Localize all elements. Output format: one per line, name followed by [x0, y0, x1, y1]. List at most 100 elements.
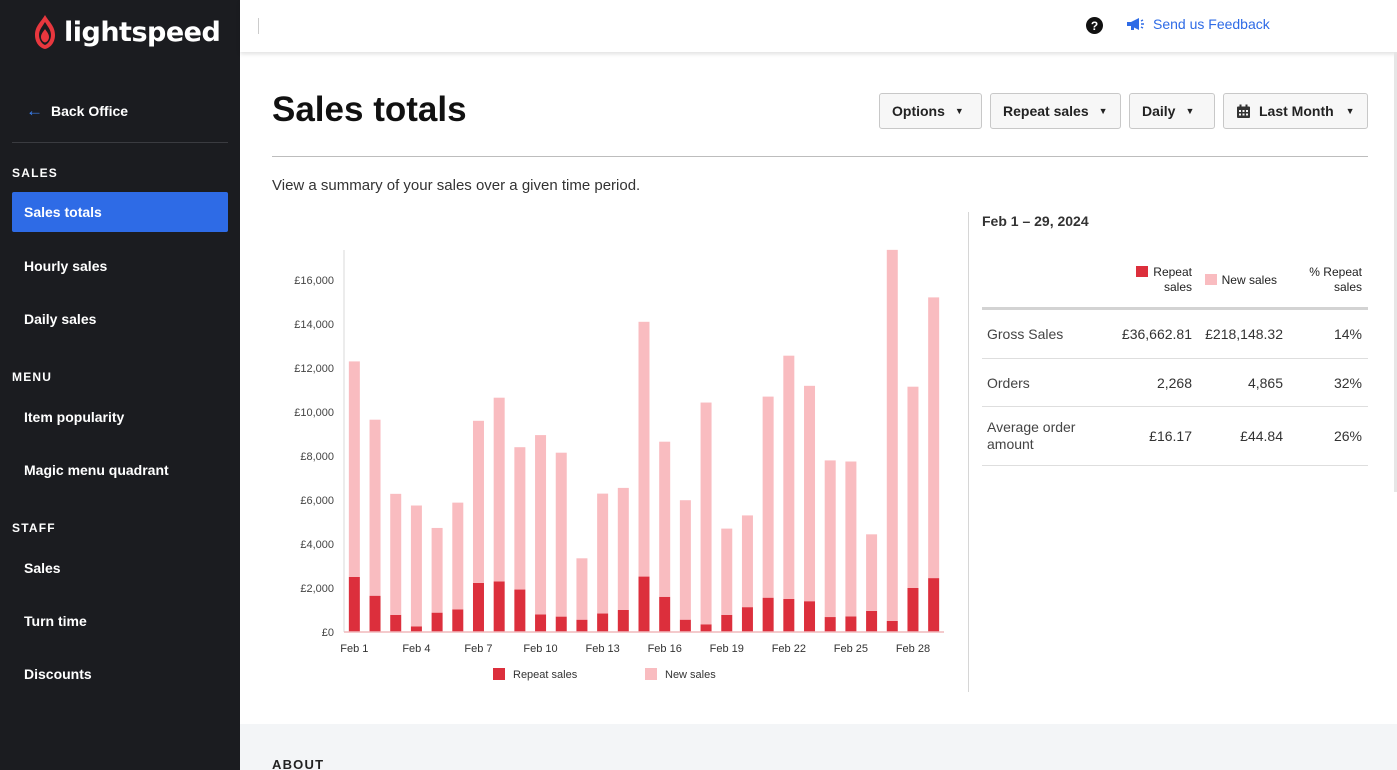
- caret-down-icon: ▼: [1185, 106, 1195, 116]
- new-swatch: [1204, 274, 1217, 285]
- topbar-separator: [258, 18, 259, 34]
- section-sales: SALES: [12, 166, 59, 180]
- sidebar: lightspeed ← Back Office SALES Sales tot…: [0, 0, 240, 770]
- bar-new-sales: [659, 441, 671, 597]
- period-dropdown[interactable]: Last Month ▼: [1223, 93, 1368, 129]
- bar-new-sales: [762, 396, 774, 598]
- sidebar-item-daily-sales[interactable]: Daily sales: [24, 311, 97, 327]
- row-pct-value: 26%: [1333, 428, 1362, 444]
- caret-down-icon: ▼: [954, 106, 964, 116]
- x-tick-label: Feb 16: [648, 643, 682, 655]
- bar-repeat-sales: [679, 619, 691, 632]
- y-tick-label: £4,000: [300, 539, 334, 551]
- bar-new-sales: [410, 505, 422, 627]
- options-label: Options: [892, 103, 945, 119]
- bar-repeat-sales: [886, 621, 898, 632]
- sidebar-item-discounts[interactable]: Discounts: [24, 666, 92, 682]
- bar-repeat-sales: [638, 576, 650, 632]
- sales-chart: £0 £2,000 £4,000 £6,000 £8,000 £10,000 £12,000…: [294, 249, 944, 681]
- bar-repeat-sales: [472, 582, 484, 632]
- header-repeat-line1: Repeat: [1153, 265, 1192, 279]
- sidebar-item-hourly-sales[interactable]: Hourly sales: [24, 258, 108, 274]
- interval-label: Daily: [1142, 103, 1176, 119]
- table-row: Average order amount £16.17 £44.84 26%: [982, 407, 1368, 466]
- sidebar-item-sales-totals[interactable]: Sales totals: [12, 192, 228, 232]
- mode-dropdown[interactable]: Repeat sales ▼: [990, 93, 1121, 129]
- brand-name: lightspeed: [64, 16, 221, 48]
- bar-new-sales: [472, 420, 484, 583]
- bar-new-sales: [576, 558, 588, 620]
- page-subtitle: View a summary of your sales over a give…: [272, 177, 641, 194]
- bar-repeat-sales: [535, 614, 547, 632]
- bar-new-sales: [804, 385, 816, 602]
- sidebar-item-item-popularity[interactable]: Item popularity: [24, 409, 125, 425]
- section-menu: MENU: [12, 370, 53, 384]
- header-pct-line1: % Repeat: [1309, 265, 1362, 279]
- about-section: ABOUT: [240, 724, 1397, 770]
- table-row: Gross Sales £36,662.81 £218,148.32 14%: [982, 310, 1368, 359]
- bar-new-sales: [928, 297, 940, 579]
- x-tick-label: Feb 28: [896, 643, 930, 655]
- bar-repeat-sales: [741, 607, 753, 632]
- sidebar-item-turn-time[interactable]: Turn time: [24, 613, 87, 629]
- y-tick-label: £16,000: [294, 275, 334, 287]
- bar-repeat-sales: [845, 616, 857, 632]
- row-label: Orders: [987, 375, 1030, 391]
- send-feedback-label: Send us Feedback: [1153, 16, 1270, 32]
- x-tick-label: Feb 1: [340, 643, 368, 655]
- table-row: Orders 2,268 4,865 32%: [982, 359, 1368, 407]
- repeat-swatch: [1136, 266, 1149, 277]
- bar-new-sales: [535, 435, 547, 615]
- bar-new-sales: [597, 493, 609, 614]
- bar-repeat-sales: [804, 601, 816, 632]
- page-title: Sales totals: [272, 90, 467, 129]
- bar-repeat-sales: [824, 617, 836, 632]
- help-icon[interactable]: ?: [1086, 17, 1103, 34]
- header-pct-repeat: % Repeat sales: [1309, 265, 1362, 295]
- bar-new-sales: [431, 527, 443, 613]
- bar-new-sales: [452, 502, 464, 610]
- chart-table-divider: [968, 212, 969, 692]
- header-divider: [272, 156, 1368, 157]
- send-feedback-link[interactable]: Send us Feedback: [1126, 16, 1270, 32]
- period-label: Last Month: [1259, 103, 1334, 119]
- scrollbar[interactable]: [1394, 52, 1397, 492]
- brand-logo[interactable]: lightspeed: [32, 10, 221, 54]
- y-tick-label: £0: [322, 627, 334, 639]
- x-tick-label: Feb 4: [402, 643, 430, 655]
- bar-repeat-sales: [700, 624, 712, 632]
- y-tick-label: £14,000: [294, 319, 334, 331]
- bar-repeat-sales: [617, 610, 629, 632]
- bar-new-sales: [390, 493, 402, 615]
- bar-new-sales: [638, 321, 650, 577]
- bar-new-sales: [514, 447, 526, 590]
- caret-down-icon: ▼: [1345, 106, 1355, 116]
- legend-label-new: New sales: [665, 669, 716, 681]
- options-dropdown[interactable]: Options ▼: [879, 93, 982, 129]
- date-range-label: Feb 1 – 29, 2024: [982, 213, 1089, 229]
- bar-new-sales: [886, 249, 898, 622]
- bar-repeat-sales: [348, 577, 360, 632]
- bar-new-sales: [783, 355, 795, 599]
- sidebar-item-staff-sales[interactable]: Sales: [24, 560, 61, 576]
- interval-dropdown[interactable]: Daily ▼: [1129, 93, 1215, 129]
- sidebar-item-magic-menu-quadrant[interactable]: Magic menu quadrant: [24, 462, 169, 478]
- bar-repeat-sales: [597, 613, 609, 632]
- row-label: Gross Sales: [987, 326, 1064, 342]
- bar-new-sales: [700, 402, 712, 625]
- x-tick-label: Feb 22: [772, 643, 806, 655]
- bar-new-sales: [617, 487, 629, 610]
- caret-down-icon: ▼: [1098, 106, 1108, 116]
- header-repeat-sales: Repeat sales: [1136, 265, 1192, 295]
- sidebar-divider: [12, 142, 228, 143]
- bar-repeat-sales: [410, 626, 422, 632]
- flame-icon: [35, 15, 55, 49]
- back-office-link[interactable]: ← Back Office: [12, 92, 228, 130]
- bar-new-sales: [824, 460, 836, 618]
- bar-repeat-sales: [369, 595, 381, 632]
- legend-swatch-new: [645, 668, 657, 680]
- x-tick-label: Feb 19: [710, 643, 744, 655]
- bar-repeat-sales: [390, 614, 402, 632]
- legend-swatch-repeat: [493, 668, 505, 680]
- row-repeat-value: 2,268: [1156, 375, 1192, 391]
